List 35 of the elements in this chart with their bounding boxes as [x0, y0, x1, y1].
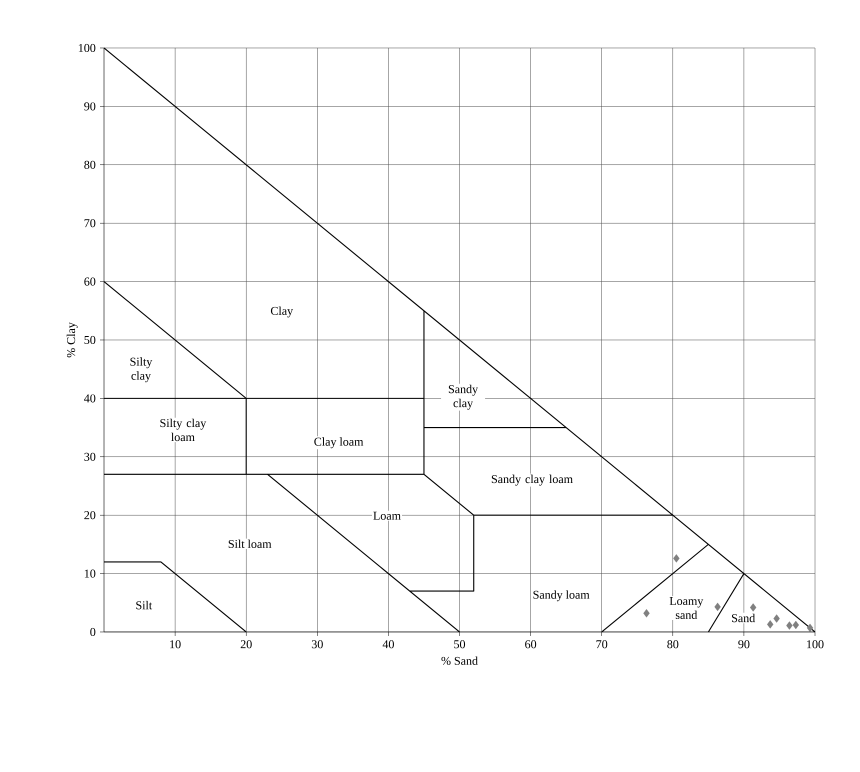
y-tick-label: 10	[84, 570, 96, 578]
x-axis-title: % Sand	[441, 656, 478, 665]
x-tick-label: 10	[170, 640, 181, 648]
y-axis-title: % Clay	[66, 322, 78, 358]
x-tick-label: 70	[596, 640, 608, 648]
annotation: Sand	[732, 614, 756, 622]
x-tick-label: 40	[382, 640, 394, 648]
annotation: Loam	[373, 512, 401, 520]
annotation: Clay loam	[314, 437, 364, 448]
x-tick-label: 80	[667, 640, 678, 648]
y-tick-label: 90	[84, 102, 96, 110]
y-tick-label: 60	[84, 278, 96, 286]
annotation: Sandy clay	[448, 384, 478, 410]
x-tick-label: 90	[738, 640, 750, 648]
y-tick-label: 20	[84, 511, 96, 520]
y-tick-label: 80	[84, 160, 96, 169]
x-tick-label: 100	[807, 640, 824, 648]
annotation: Silty clay loam	[160, 418, 206, 442]
annotation: Silt	[136, 600, 152, 610]
x-tick-label: 50	[454, 640, 466, 648]
y-tick-label: 30	[84, 452, 96, 461]
annotation: Silt loam	[228, 540, 272, 548]
annotation: Silty clay	[130, 357, 152, 382]
annotation: Clay	[270, 306, 294, 318]
y-tick-label: 50	[84, 336, 96, 344]
annotation: Sandy clay loam	[492, 474, 573, 486]
y-tick-label: 0	[90, 628, 96, 636]
annotation: Sandy loam	[533, 590, 590, 602]
annotation: Loamy sand	[670, 597, 704, 620]
x-tick-label: 30	[312, 640, 323, 648]
y-tick-label: 100	[78, 44, 96, 52]
y-tick-label: 70	[84, 219, 96, 228]
x-tick-label: 60	[525, 640, 536, 648]
x-tick-label: 20	[240, 640, 252, 648]
y-tick-label: 40	[84, 394, 96, 402]
